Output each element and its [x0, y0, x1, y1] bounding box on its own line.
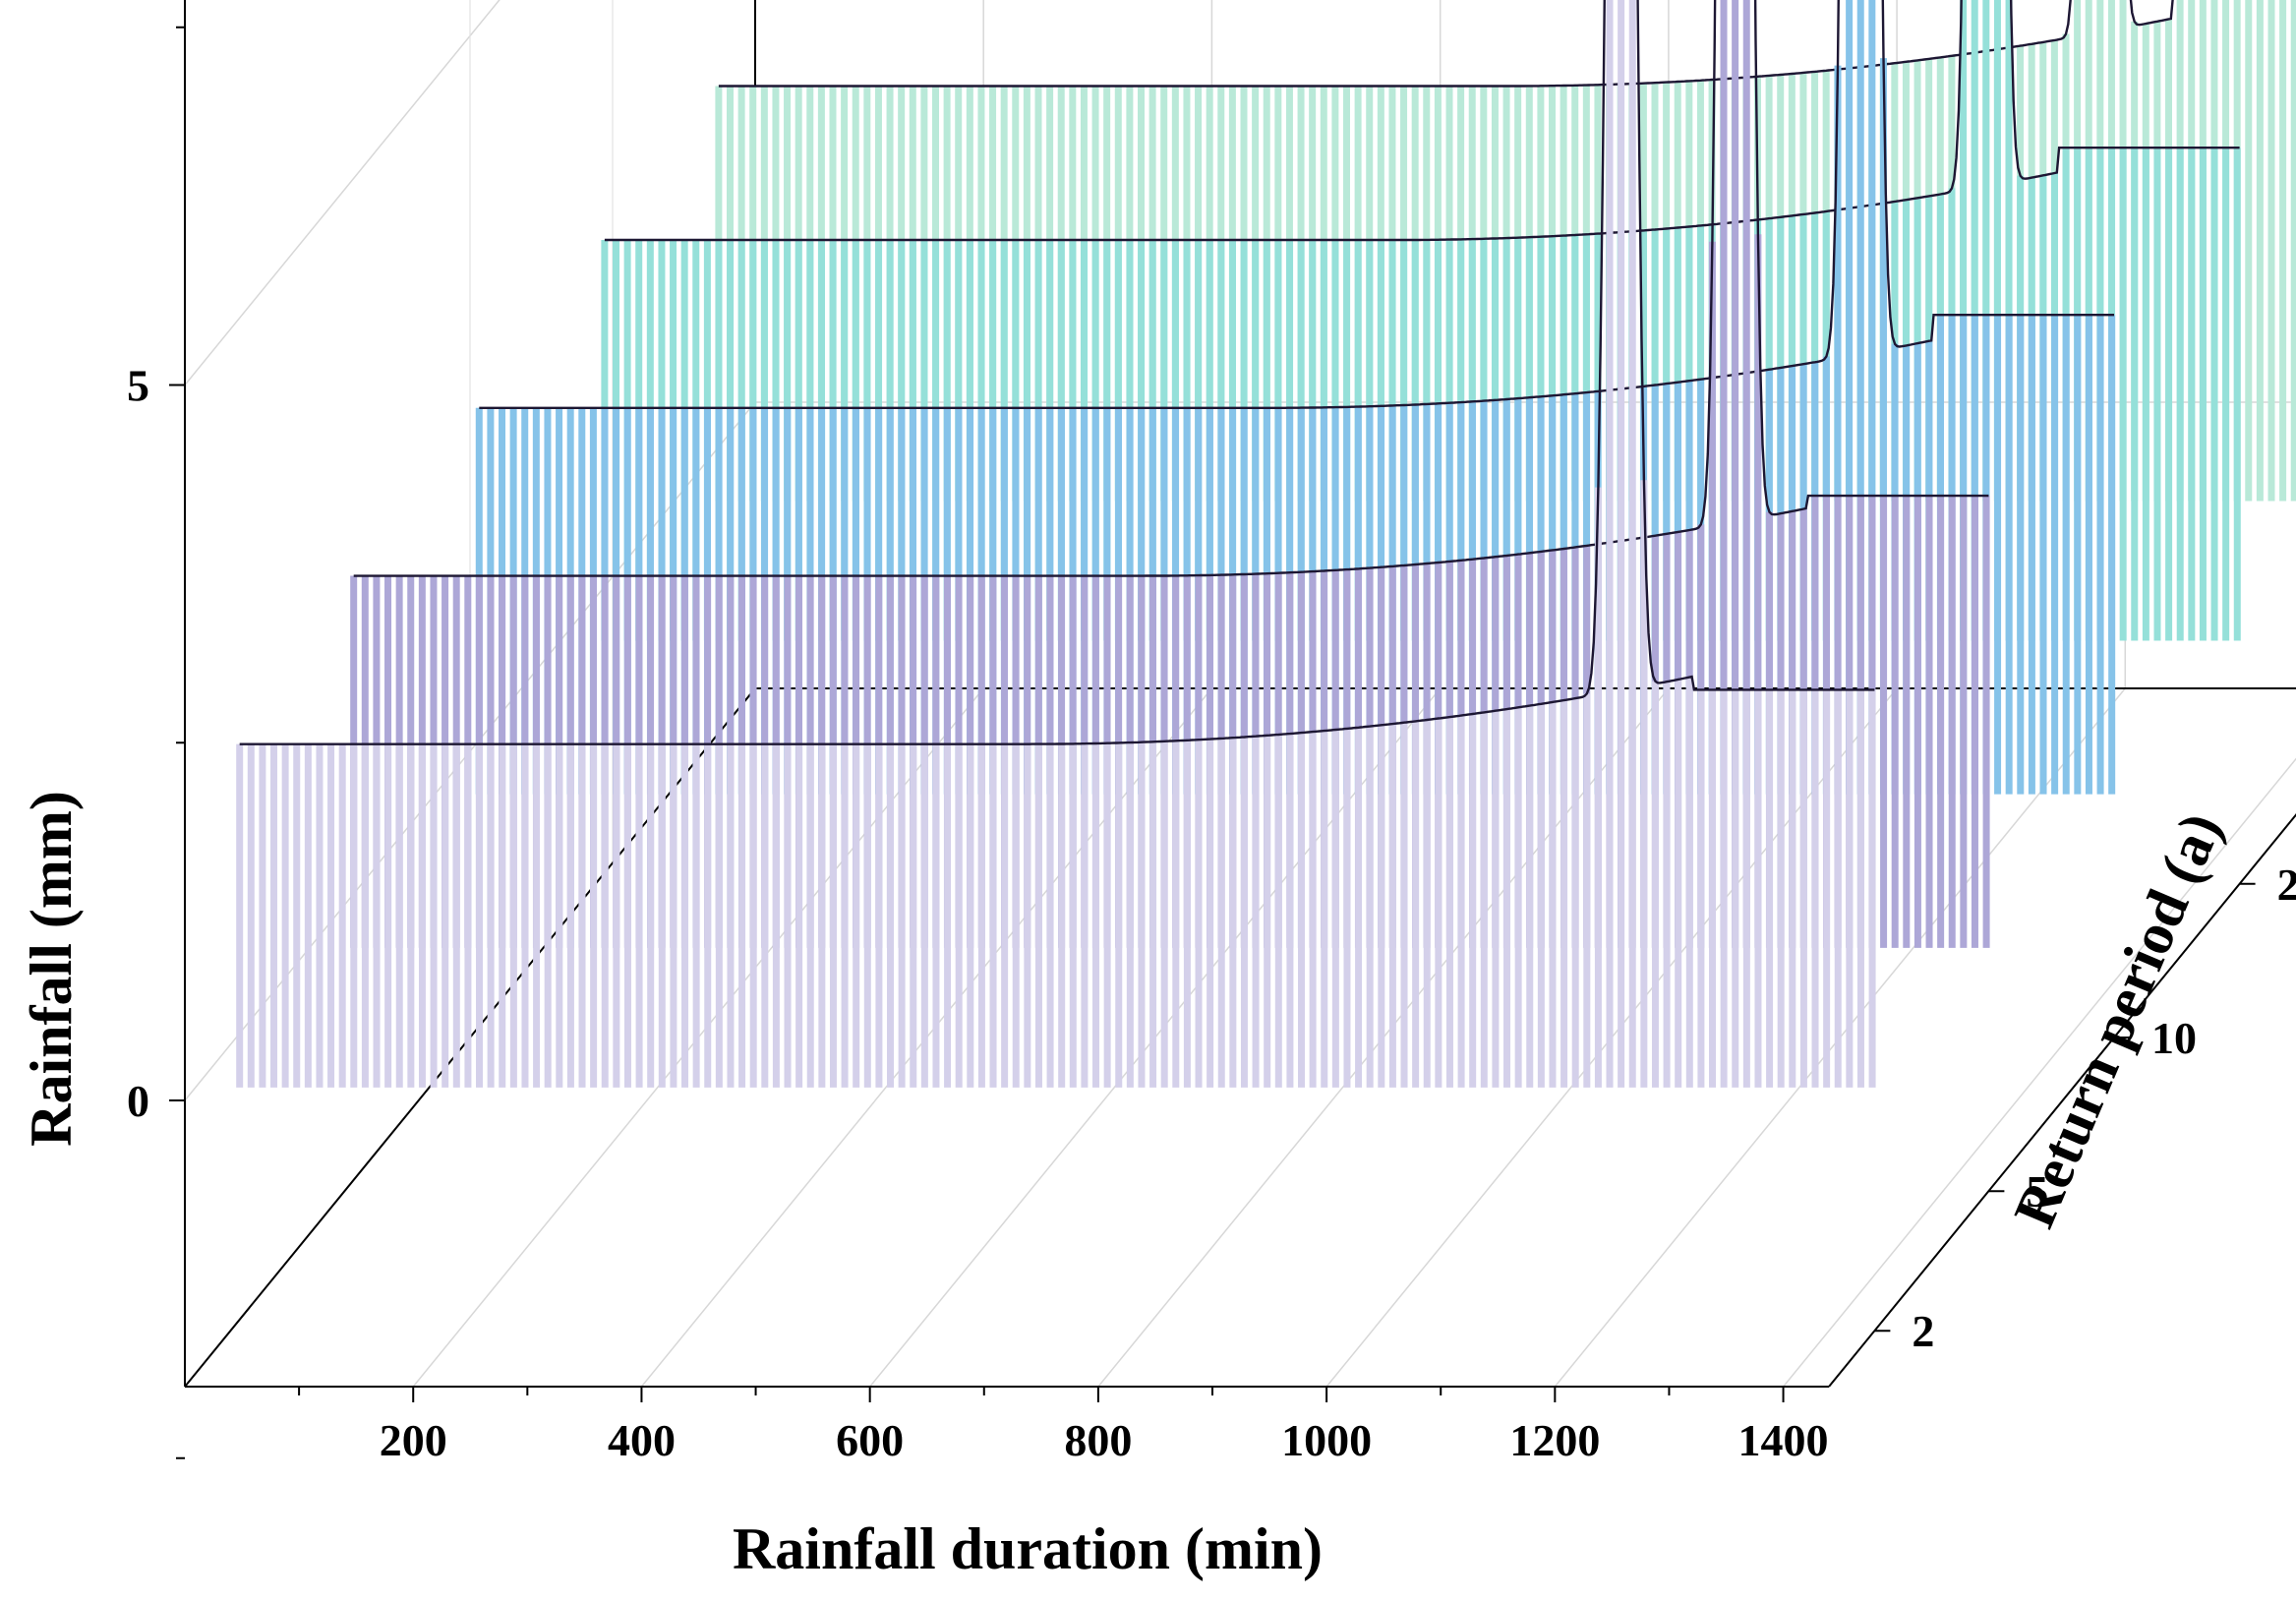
- outline-2: [239, 0, 1875, 745]
- x-tick-label: 800: [1064, 1415, 1132, 1465]
- z-tick-label: 10: [2151, 1013, 2197, 1063]
- z-axis-line: [1828, 812, 2296, 1388]
- y-tick-label: 0: [127, 1076, 149, 1126]
- x-axis-title: Rainfall duration (min): [733, 1516, 1323, 1581]
- z-tick-label: 20: [2277, 860, 2296, 910]
- x-tick-label: 1000: [1281, 1415, 1372, 1465]
- y-tick-label: 5: [127, 361, 149, 411]
- outline-20: [604, 0, 2240, 242]
- x-tick-label: 200: [380, 1415, 447, 1465]
- x-tick-label: 1400: [1738, 1415, 1829, 1465]
- x-tick-label: 1200: [1509, 1415, 1600, 1465]
- z-axis-title: Return period (a): [2001, 803, 2234, 1236]
- x-gridline: [1783, 757, 2296, 1388]
- series-layer: [236, 0, 2296, 1088]
- tick-layer: 2004006008001000120014000510152025251020…: [127, 26, 2296, 1465]
- z-tick-label: 2: [1912, 1306, 1934, 1356]
- outline-5: [353, 0, 1989, 577]
- x-tick-label: 400: [608, 1415, 676, 1465]
- y-axis-title: Rainfall (mm): [19, 791, 84, 1147]
- y-gridline: [184, 0, 500, 385]
- outline-50: [718, 0, 2174, 88]
- series-2: [236, 0, 1876, 1088]
- z-tick-label: 5: [2026, 1166, 2048, 1216]
- outline-10: [479, 0, 2114, 409]
- x-tick-label: 600: [836, 1415, 904, 1465]
